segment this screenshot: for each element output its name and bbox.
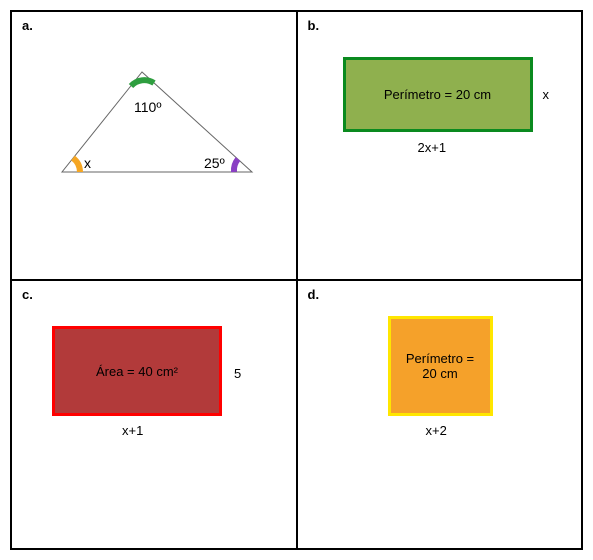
rect-d-text: Perímetro = 20 cm <box>399 351 482 381</box>
rect-b-side-bottom: 2x+1 <box>418 140 447 155</box>
panel-d: d. Perímetro = 20 cm x+2 <box>297 280 583 549</box>
angle-arc-right <box>234 159 238 172</box>
problem-grid: a. 110º x 25º b. Perímetro = 20 cm x 2x+… <box>10 10 583 550</box>
rect-d-side-bottom: x+2 <box>426 423 447 438</box>
panel-a: a. 110º x 25º <box>11 11 297 280</box>
rect-c: Área = 40 cm² <box>52 326 222 416</box>
rect-c-text: Área = 40 cm² <box>96 364 178 379</box>
rect-c-side-right: 5 <box>234 366 241 381</box>
panel-label-b: b. <box>308 18 572 33</box>
rect-b-side-right: x <box>543 87 550 102</box>
angle-top-value: 110º <box>134 99 161 115</box>
panel-b: b. Perímetro = 20 cm x 2x+1 <box>297 11 583 280</box>
panel-c: c. Área = 40 cm² 5 x+1 <box>11 280 297 549</box>
panel-label-d: d. <box>308 287 572 302</box>
rect-b-text: Perímetro = 20 cm <box>384 87 491 102</box>
angle-left-value: x <box>84 155 91 171</box>
rect-c-side-bottom: x+1 <box>122 423 143 438</box>
rect-d: Perímetro = 20 cm <box>388 316 493 416</box>
panel-label-c: c. <box>22 287 286 302</box>
angle-arc-left <box>73 158 80 172</box>
triangle-figure: 110º x 25º <box>22 32 282 232</box>
angle-right-value: 25º <box>204 155 225 171</box>
panel-label-a: a. <box>22 18 286 33</box>
rect-b: Perímetro = 20 cm <box>343 57 533 132</box>
angle-arc-top <box>131 80 154 86</box>
